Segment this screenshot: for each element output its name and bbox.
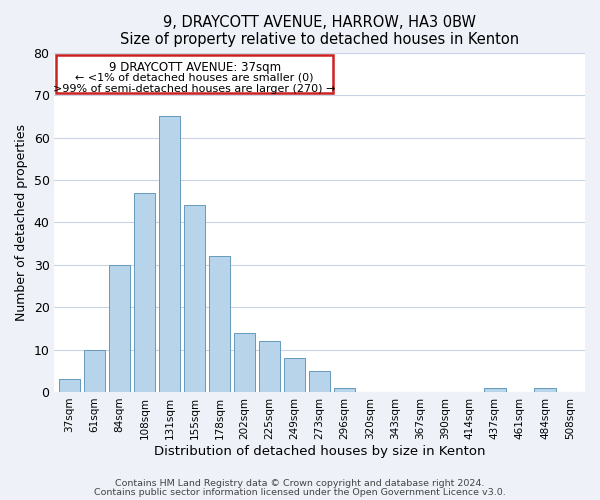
Text: Contains public sector information licensed under the Open Government Licence v3: Contains public sector information licen… <box>94 488 506 497</box>
Bar <box>309 371 331 392</box>
FancyBboxPatch shape <box>56 55 334 93</box>
Text: >99% of semi-detached houses are larger (270) →: >99% of semi-detached houses are larger … <box>53 84 336 94</box>
Bar <box>59 379 80 392</box>
Bar <box>259 341 280 392</box>
Bar <box>234 332 255 392</box>
Bar <box>184 206 205 392</box>
Text: ← <1% of detached houses are smaller (0): ← <1% of detached houses are smaller (0) <box>76 72 314 83</box>
Bar <box>535 388 556 392</box>
Text: Contains HM Land Registry data © Crown copyright and database right 2024.: Contains HM Land Registry data © Crown c… <box>115 479 485 488</box>
Bar <box>334 388 355 392</box>
Text: 9 DRAYCOTT AVENUE: 37sqm: 9 DRAYCOTT AVENUE: 37sqm <box>109 61 281 74</box>
Bar <box>209 256 230 392</box>
Bar <box>84 350 105 392</box>
Bar <box>109 264 130 392</box>
Bar <box>484 388 506 392</box>
Bar <box>159 116 180 392</box>
Bar <box>284 358 305 392</box>
X-axis label: Distribution of detached houses by size in Kenton: Distribution of detached houses by size … <box>154 444 485 458</box>
Title: 9, DRAYCOTT AVENUE, HARROW, HA3 0BW
Size of property relative to detached houses: 9, DRAYCOTT AVENUE, HARROW, HA3 0BW Size… <box>120 15 519 48</box>
Y-axis label: Number of detached properties: Number of detached properties <box>15 124 28 321</box>
Bar <box>134 192 155 392</box>
